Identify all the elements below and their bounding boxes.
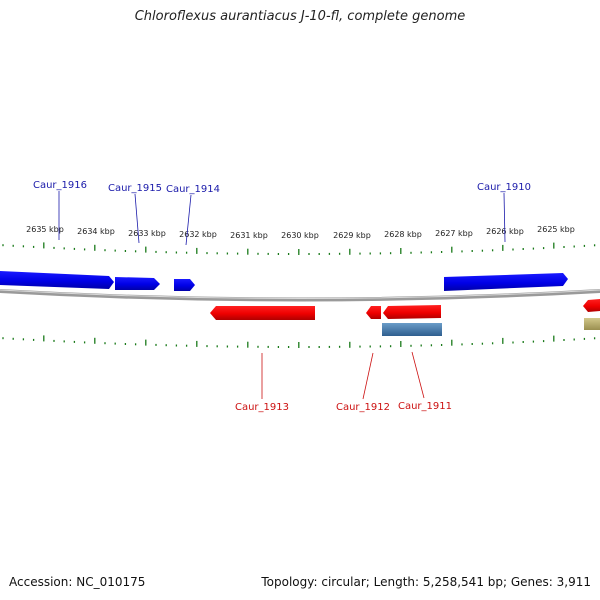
gene-label-caur-1915[interactable]: Caur_1915 — [108, 183, 162, 194]
genome-stats-label: Topology: circular; Length: 5,258,541 bp… — [261, 575, 591, 589]
genome-backbone-highlight — [0, 289, 600, 299]
accession-label: Accession: NC_010175 — [9, 575, 146, 589]
gene-arrow-forward[interactable] — [115, 277, 160, 290]
rna-feature-block[interactable] — [382, 323, 442, 336]
reverse-strand-track — [210, 299, 600, 320]
genome-backbone — [0, 289, 600, 302]
reverse-gene-labels: Caur_1913 Caur_1912 Caur_1911 — [235, 351, 452, 413]
gene-arrow-reverse[interactable] — [583, 299, 600, 312]
label-leader-line — [185, 194, 192, 246]
genome-title: Chloroflexus aurantiacus J-10-fl, comple… — [134, 9, 466, 24]
scale-label: 2634 kbp — [77, 227, 115, 236]
pseudo-feature-block[interactable] — [584, 318, 600, 330]
feature-track — [382, 318, 600, 336]
scale-label: 2625 kbp — [537, 225, 575, 234]
gene-label-caur-1916[interactable]: Caur_1916 — [33, 180, 87, 191]
gene-arrow-forward[interactable] — [0, 271, 114, 289]
gene-arrow-reverse[interactable] — [383, 305, 441, 319]
scale-label: 2629 kbp — [333, 231, 371, 240]
gene-arrow-reverse[interactable] — [366, 306, 381, 319]
scale-ticks-inner — [2, 335, 596, 348]
gene-label-caur-1913[interactable]: Caur_1913 — [235, 402, 289, 413]
scale-ticks-outer — [2, 242, 596, 255]
label-leader-line — [411, 351, 425, 399]
scale-label: 2633 kbp — [128, 229, 166, 238]
scale-label: 2630 kbp — [281, 231, 319, 240]
scale-label: 2631 kbp — [230, 231, 268, 240]
label-leader-line — [134, 193, 140, 244]
forward-gene-labels: Caur_1916 Caur_1915 Caur_1914 Caur_1910 — [33, 180, 531, 246]
gene-label-caur-1914[interactable]: Caur_1914 — [166, 184, 220, 195]
scale-label: 2628 kbp — [384, 230, 422, 239]
gene-arrow-reverse[interactable] — [210, 306, 315, 320]
gene-label-caur-1910[interactable]: Caur_1910 — [477, 182, 531, 193]
scale-labels: 2635 kbp 2634 kbp 2633 kbp 2632 kbp 2631… — [26, 225, 575, 240]
label-leader-line — [362, 352, 374, 400]
gene-label-caur-1912[interactable]: Caur_1912 — [336, 402, 390, 413]
gene-label-caur-1911[interactable]: Caur_1911 — [398, 401, 452, 412]
scale-label: 2632 kbp — [179, 230, 217, 239]
gene-arrow-forward[interactable] — [444, 273, 568, 291]
forward-strand-track — [0, 271, 568, 291]
gene-arrow-forward[interactable] — [174, 279, 195, 291]
label-leader-line — [503, 192, 506, 243]
scale-label: 2635 kbp — [26, 225, 64, 234]
scale-label: 2627 kbp — [435, 229, 473, 238]
